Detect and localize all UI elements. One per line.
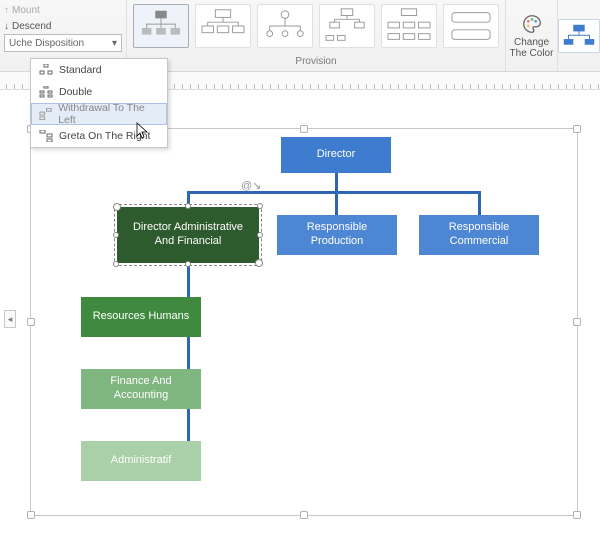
- cursor-icon: [136, 122, 150, 140]
- disposition-dropdown[interactable]: Uche Disposition ▾: [4, 34, 122, 52]
- disposition-label: Uche Disposition: [9, 38, 84, 49]
- palette-icon: [521, 13, 543, 35]
- node-hr[interactable]: Resources Humans: [81, 297, 201, 337]
- menu-label: Double: [59, 86, 92, 98]
- layout-thumb-6[interactable]: [443, 4, 499, 48]
- layout-icon: [39, 64, 53, 76]
- menu-item-standard[interactable]: Standard: [31, 59, 167, 81]
- layout-thumb-1[interactable]: [133, 4, 189, 48]
- resize-handle[interactable]: [300, 125, 308, 133]
- connector: [335, 173, 338, 193]
- resize-handle[interactable]: [27, 318, 35, 326]
- node-label: Finance And Accounting: [81, 369, 201, 409]
- ribbon-layouts-group: Provision: [127, 0, 505, 71]
- collapse-left-button[interactable]: ◂: [4, 310, 16, 328]
- node-daf[interactable]: Director Administrative And Financial: [117, 207, 259, 263]
- connector: [478, 191, 481, 215]
- descend-label: Descend: [12, 21, 51, 32]
- resize-handle[interactable]: [573, 511, 581, 519]
- layout-thumb-4[interactable]: [319, 4, 375, 48]
- connector: [335, 191, 338, 215]
- node-label: Administratif: [81, 441, 201, 481]
- smartart-canvas[interactable]: @↘ Director Director Administrative And …: [30, 128, 578, 516]
- mount-label: Mount: [12, 5, 40, 16]
- node-director[interactable]: Director: [281, 137, 391, 173]
- resize-handle[interactable]: [573, 318, 581, 326]
- node-finance[interactable]: Finance And Accounting: [81, 369, 201, 409]
- mount-cmd: ↑ Mount: [4, 2, 122, 18]
- node-label: Responsible Production: [277, 215, 397, 255]
- node-label: Director: [281, 137, 391, 173]
- descend-cmd[interactable]: ↓ Descend: [4, 18, 122, 34]
- layout-icon: [39, 108, 52, 120]
- node-production[interactable]: Responsible Production: [277, 215, 397, 255]
- arrow-up-icon: ↑: [4, 5, 9, 16]
- arrow-down-icon: ↓: [4, 21, 9, 32]
- layout-gallery: [127, 0, 505, 56]
- resize-handle[interactable]: [27, 511, 35, 519]
- menu-label: Standard: [59, 64, 102, 76]
- node-label: Director Administrative And Financial: [117, 207, 259, 263]
- layout-thumb-5[interactable]: [381, 4, 437, 48]
- group-label: Provision: [127, 56, 505, 70]
- node-label: Resources Humans: [81, 297, 201, 337]
- menu-item-double[interactable]: Double: [31, 81, 167, 103]
- style-thumb: [558, 19, 600, 53]
- node-label: Responsible Commercial: [419, 215, 539, 255]
- change-color-label: Change The Color: [506, 37, 557, 59]
- change-color-button[interactable]: Change The Color: [505, 0, 557, 71]
- node-commercial[interactable]: Responsible Commercial: [419, 215, 539, 255]
- node-admin[interactable]: Administratif: [81, 441, 201, 481]
- layout-thumb-2[interactable]: [195, 4, 251, 48]
- resize-handle[interactable]: [573, 125, 581, 133]
- style-thumb-button[interactable]: [557, 0, 600, 71]
- resize-handle[interactable]: [300, 511, 308, 519]
- layout-icon: [39, 86, 53, 98]
- layout-thumb-3[interactable]: [257, 4, 313, 48]
- layout-icon: [39, 130, 53, 142]
- chevron-down-icon: ▾: [112, 38, 117, 49]
- connector: [187, 191, 481, 194]
